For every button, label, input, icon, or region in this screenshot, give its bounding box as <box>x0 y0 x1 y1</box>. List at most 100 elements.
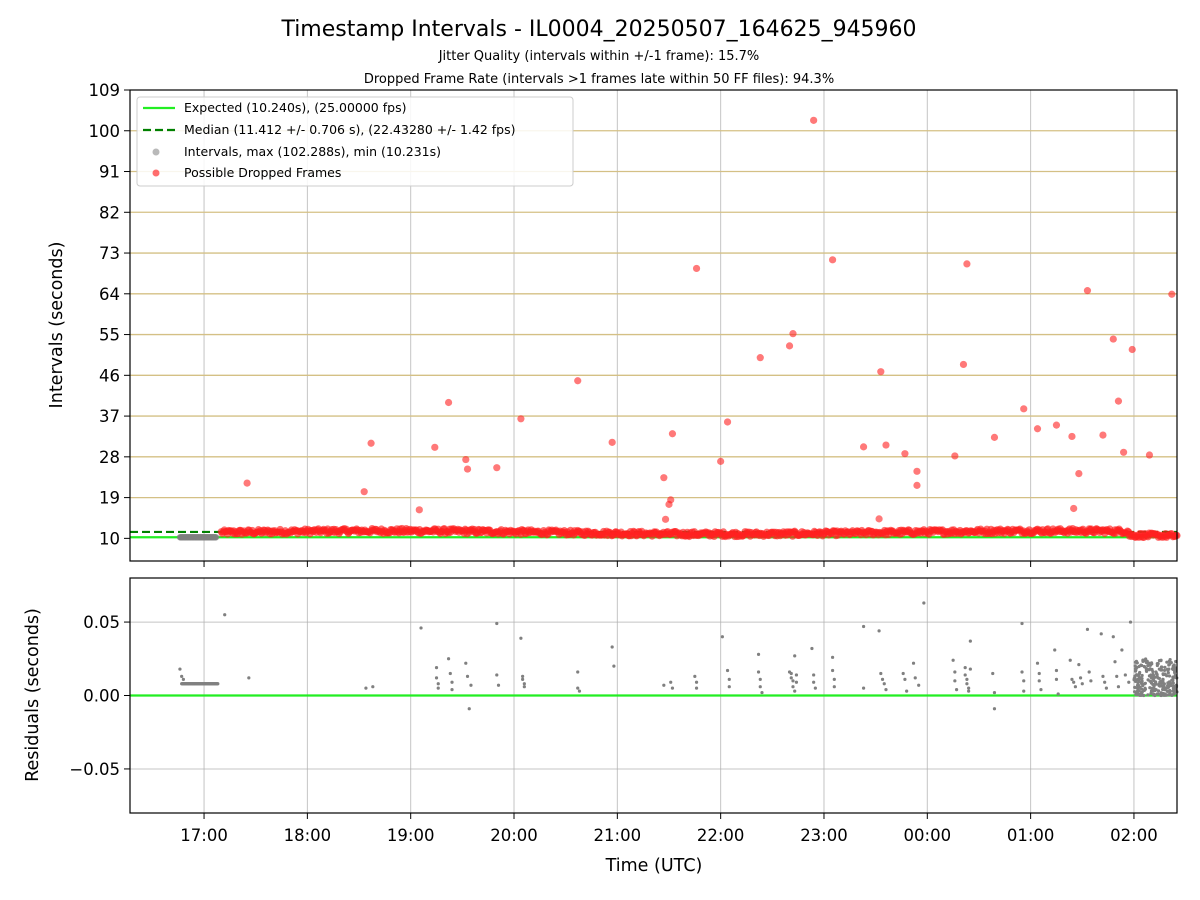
residual-point <box>1146 693 1150 697</box>
residual-point <box>1152 692 1156 696</box>
dropped-frame-outlier <box>810 116 818 124</box>
residual-point <box>794 673 799 677</box>
legend-intervals-label: Intervals, max (102.288s), min (10.231s) <box>184 144 441 159</box>
residual-point <box>760 690 764 695</box>
residual-point <box>1078 676 1083 680</box>
intervals-y-tick-label: 64 <box>99 285 120 304</box>
residual-point <box>371 685 375 689</box>
residual-point <box>1156 689 1161 693</box>
dropped-frame-outlier <box>493 464 501 472</box>
residual-point <box>1167 674 1172 678</box>
residual-point <box>1022 679 1026 683</box>
dropped-frame-outlier <box>1052 421 1061 429</box>
residual-point <box>1168 662 1172 666</box>
residual-point <box>1035 661 1040 665</box>
dropped-frame-outlier <box>951 452 959 460</box>
residual-point <box>1159 659 1163 663</box>
dropped-frame-outlier <box>360 488 368 496</box>
residuals-y-axis-label: Residuals (seconds) <box>23 608 43 782</box>
dropped-frame-outlier <box>828 256 837 264</box>
dropped-frame-outlier <box>1033 425 1042 433</box>
residual-point <box>1159 668 1163 672</box>
dropped-frame-outlier <box>463 465 472 473</box>
residual-point <box>1080 682 1084 686</box>
dropped-frame-outlier <box>1083 287 1092 295</box>
residual-point <box>1136 681 1140 685</box>
residual-point <box>1155 672 1159 677</box>
residual-point <box>963 673 967 677</box>
intervals-y-tick-label: 19 <box>99 489 120 508</box>
residual-point <box>1085 627 1090 632</box>
residual-point <box>436 682 440 686</box>
x-tick-label: 21:00 <box>594 826 642 845</box>
residual-point <box>467 707 471 711</box>
residual-point <box>1127 680 1131 684</box>
residual-point <box>448 671 452 676</box>
residual-point <box>1167 681 1172 685</box>
residual-point <box>905 689 909 693</box>
residual-point <box>1134 666 1138 671</box>
residual-point <box>903 677 907 681</box>
chart-title: Timestamp Intervals - IL0004_20250507_16… <box>280 17 916 42</box>
dropped-frame-outlier <box>882 441 890 449</box>
residual-point <box>1170 667 1175 671</box>
dropped-frame-outlier <box>990 433 999 441</box>
intervals-y-tick-label: 73 <box>99 244 120 263</box>
residual-point <box>180 674 184 679</box>
intervals-y-tick-label: 100 <box>89 122 121 141</box>
residual-point <box>953 670 957 674</box>
residual-point <box>1070 677 1074 681</box>
residual-point <box>1164 693 1168 697</box>
dropped-frame-outlier <box>692 264 701 273</box>
residual-point <box>1138 670 1142 675</box>
dropped-frame-outlier <box>462 455 470 464</box>
residual-point <box>1133 664 1137 668</box>
dropped-frame-outlier <box>901 450 909 458</box>
x-tick-label: 23:00 <box>800 826 848 845</box>
residual-point <box>364 686 368 690</box>
residual-point <box>521 674 525 679</box>
residual-point <box>1168 688 1172 693</box>
residual-point <box>181 677 185 681</box>
residual-point <box>991 671 995 676</box>
residual-point <box>758 677 762 681</box>
residual-point <box>725 668 730 673</box>
dropped-frame-outlier <box>789 330 797 338</box>
residual-point <box>178 667 182 671</box>
residual-point <box>1153 675 1157 679</box>
residual-point <box>1138 693 1142 697</box>
x-tick-label: 00:00 <box>904 826 952 845</box>
residual-point <box>727 677 731 681</box>
residual-point <box>522 685 526 689</box>
residual-point <box>693 674 697 679</box>
x-tick-label: 20:00 <box>490 826 538 845</box>
residual-point <box>1037 671 1041 676</box>
residual-point <box>1134 692 1138 697</box>
residual-point <box>694 680 699 684</box>
residual-point <box>1135 683 1140 687</box>
residual-point <box>1149 691 1153 696</box>
legend-intervals-swatch <box>152 148 160 156</box>
residual-point <box>662 683 666 687</box>
residual-point <box>951 658 955 662</box>
residual-point <box>464 661 468 665</box>
residual-point <box>967 686 971 690</box>
residual-point <box>1137 678 1141 682</box>
residual-point <box>1145 667 1149 671</box>
residual-point <box>1132 690 1137 694</box>
residual-point <box>813 686 817 690</box>
dropped-frame-outlier <box>723 418 732 426</box>
intervals-y-tick-label: 46 <box>99 366 120 385</box>
residual-point <box>1161 687 1165 692</box>
residual-point <box>1148 663 1152 667</box>
dropped-frame-outlier <box>243 479 251 487</box>
residual-point <box>1137 674 1141 678</box>
residual-point <box>1134 659 1139 663</box>
residual-point <box>1148 679 1152 683</box>
dropped-frame-outlier <box>756 354 764 362</box>
residual-point <box>465 674 470 679</box>
residual-point <box>1150 667 1154 672</box>
residual-point <box>968 639 972 643</box>
residual-point <box>861 686 866 690</box>
